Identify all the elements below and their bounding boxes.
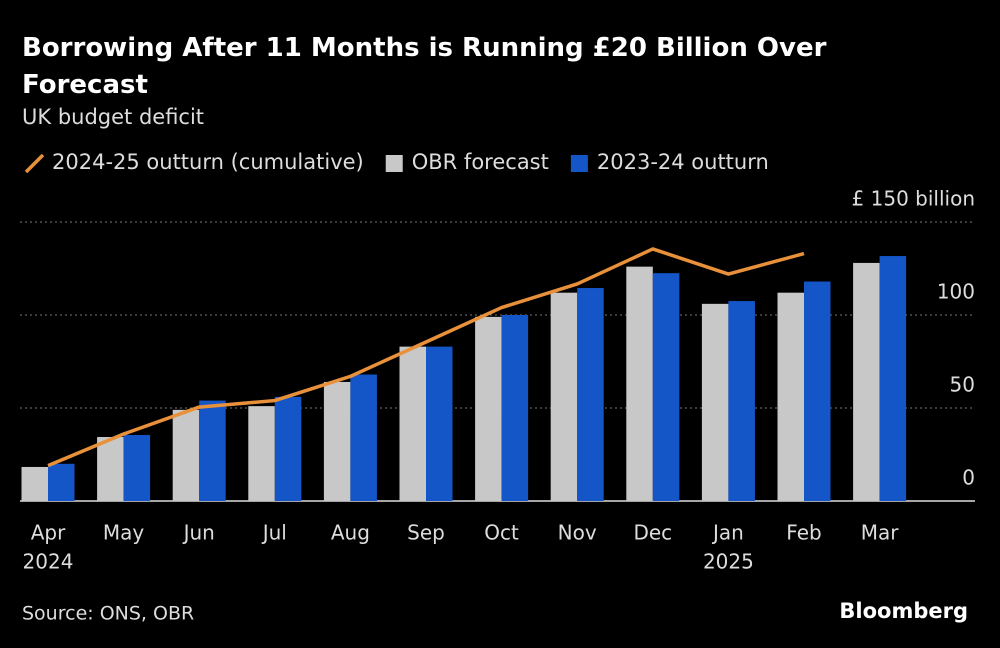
bar: [804, 281, 831, 501]
y-tick-label: 0: [962, 466, 975, 490]
bar: [550, 292, 578, 501]
bar: [652, 273, 680, 501]
x-tick-label: Jan: [711, 521, 744, 545]
bar: [475, 316, 502, 501]
legend-swatch: [385, 155, 403, 172]
bar: [577, 288, 604, 501]
bar: [172, 409, 200, 501]
x-tick-year: 2025: [703, 550, 754, 574]
bar: [248, 406, 275, 501]
bar: [199, 400, 226, 501]
bar: [701, 303, 729, 501]
line: [47, 247, 805, 468]
brand: Bloomberg: [839, 599, 968, 623]
legend-label: OBR forecast: [412, 150, 549, 174]
x-tick-label: Aug: [331, 521, 370, 545]
bar: [879, 256, 907, 501]
x-tick-label: Nov: [558, 521, 597, 545]
x-tick-label: Jun: [182, 521, 215, 545]
x-tick-label: Oct: [484, 521, 519, 545]
bar: [323, 381, 351, 501]
bar: [853, 262, 880, 501]
bar: [350, 374, 377, 501]
legend-label: 2024-25 outturn (cumulative): [52, 150, 364, 174]
bar: [274, 396, 302, 501]
legend-label: 2023-24 outturn: [597, 150, 769, 174]
bar: [123, 434, 151, 501]
x-tick-label: Apr: [31, 521, 66, 545]
bar: [48, 463, 75, 501]
y-tick-label: 100: [937, 280, 975, 304]
bar: [399, 346, 426, 501]
chart-title: Borrowing After 11 Months is Running £20…: [22, 33, 827, 100]
bar: [501, 315, 529, 501]
bar: [21, 466, 48, 501]
x-tick-year: 2024: [23, 550, 74, 574]
x-tick-label: Mar: [861, 521, 900, 545]
bar: [97, 437, 124, 501]
x-tick-label: May: [103, 521, 145, 545]
x-tick-label: Jul: [261, 521, 287, 545]
bar: [777, 292, 804, 501]
x-tick-label: Feb: [786, 521, 821, 545]
subtitle: UK budget deficit: [22, 105, 204, 129]
bar: [728, 301, 755, 501]
x-tick-label: Sep: [407, 521, 445, 545]
x-tick-label: Dec: [633, 521, 672, 545]
y-tick-label: 50: [950, 373, 975, 397]
legend-swatch: [570, 155, 588, 172]
source: Source: ONS, OBR: [22, 603, 194, 625]
y-tick-label: £ 150 billion: [852, 187, 975, 211]
bar: [426, 346, 453, 501]
bar: [626, 266, 653, 501]
legend-swatch: [24, 153, 45, 174]
